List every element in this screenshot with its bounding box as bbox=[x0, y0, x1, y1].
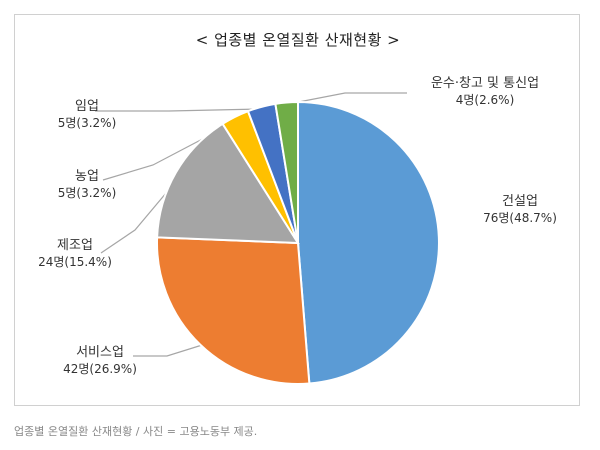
leader-line-transport bbox=[282, 92, 407, 106]
slice-label-manufacturing: 제조업 24명(15.4%) bbox=[25, 237, 125, 271]
slice-value: 5명(3.2%) bbox=[57, 186, 117, 200]
slice-name: 제조업 bbox=[57, 238, 93, 253]
pie-slices bbox=[156, 100, 440, 385]
slice-label-service: 서비스업 42명(26.9%) bbox=[50, 344, 150, 378]
slice-label-transport: 운수·창고 및 통신업 4명(2.6%) bbox=[405, 75, 565, 109]
leader-line-forestry bbox=[95, 108, 260, 112]
leader-lines bbox=[95, 92, 407, 357]
slice-value: 76명(48.7%) bbox=[483, 211, 557, 225]
leader-line-manufacturing bbox=[100, 179, 178, 254]
slice-manufacturing bbox=[156, 122, 300, 245]
slice-name: 서비스업 bbox=[76, 345, 124, 360]
slice-value: 4명(2.6%) bbox=[455, 93, 515, 107]
image-caption: 업종별 온열질환 산재현황 / 사진 = 고용노동부 제공. bbox=[14, 425, 258, 438]
slice-name: 운수·창고 및 통신업 bbox=[430, 76, 540, 91]
chart-title: < 업종별 온열질환 산재현황 > bbox=[195, 31, 401, 49]
leader-line-service bbox=[133, 340, 216, 357]
pie-chart bbox=[95, 92, 440, 385]
slice-label-forestry: 임업 5명(3.2%) bbox=[37, 98, 137, 132]
slice-value: 42명(26.9%) bbox=[63, 362, 137, 376]
slice-construction bbox=[297, 100, 440, 385]
slice-service bbox=[156, 236, 311, 385]
slice-name: 건설업 bbox=[502, 194, 538, 209]
slice-name: 임업 bbox=[75, 99, 99, 114]
slice-name: 농업 bbox=[75, 169, 99, 184]
slice-label-construction: 건설업 76명(48.7%) bbox=[470, 193, 570, 227]
slice-label-agriculture: 농업 5명(3.2%) bbox=[37, 168, 137, 202]
slice-transport bbox=[274, 100, 299, 244]
slice-value: 5명(3.2%) bbox=[57, 116, 117, 130]
figure-frame: < 업종별 온열질환 산재현황 > 건설업 76명(48.7%) 서비스업 42… bbox=[14, 14, 580, 406]
slice-value: 24명(15.4%) bbox=[38, 255, 112, 269]
